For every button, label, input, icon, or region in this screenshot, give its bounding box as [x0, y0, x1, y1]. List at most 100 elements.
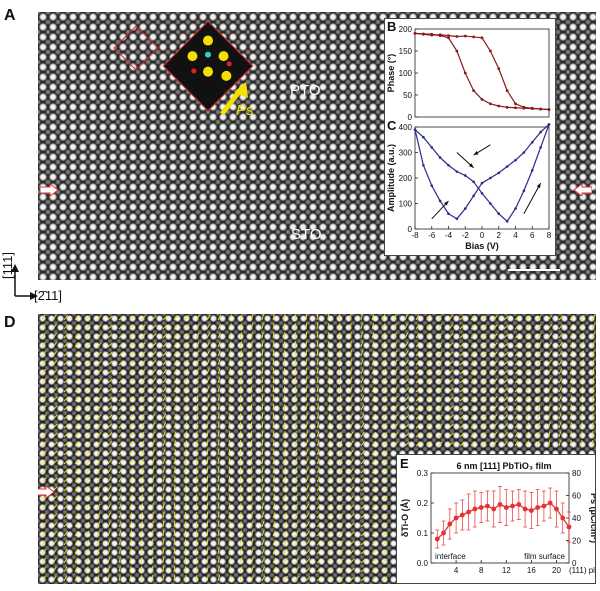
amplitude-point — [547, 123, 551, 126]
polar-arrow — [173, 520, 176, 528]
polar-arrow — [206, 431, 209, 438]
polar-arrow — [261, 376, 264, 384]
polar-arrow — [448, 441, 454, 447]
polar-arrow — [437, 414, 443, 420]
polar-arrow — [250, 503, 253, 510]
polar-arrow — [239, 475, 242, 483]
polar-arrow — [184, 493, 187, 501]
polar-arrow — [52, 486, 58, 492]
ytick-label-c: 400 — [399, 123, 413, 132]
polar-arrow — [151, 538, 154, 546]
polar-arrow — [437, 432, 443, 438]
ps-arrow-icon — [220, 82, 248, 116]
polar-arrow — [239, 557, 243, 564]
polar-arrow — [261, 476, 264, 483]
polar-arrow — [547, 440, 551, 447]
polar-arrow — [338, 395, 342, 402]
polar-arrow — [294, 440, 297, 447]
polar-arrow — [195, 484, 198, 492]
polar-arrow — [96, 351, 102, 357]
polar-arrow — [228, 412, 231, 420]
polar-arrow — [393, 423, 399, 429]
polar-arrow — [85, 387, 91, 393]
polar-arrow — [261, 314, 265, 321]
polar-arrow — [118, 494, 123, 501]
polar-arrow — [140, 413, 145, 420]
polar-arrow — [41, 522, 47, 528]
polar-arrow — [305, 314, 308, 321]
polar-arrow — [151, 565, 154, 573]
polar-arrow — [558, 359, 563, 366]
polar-arrow — [151, 333, 157, 339]
polar-arrow — [239, 566, 243, 573]
polar-arrow — [151, 324, 157, 330]
polar-arrow — [206, 368, 210, 375]
polar-arrow — [514, 422, 519, 429]
polar-arrow — [294, 394, 297, 402]
polar-arrow — [151, 556, 154, 564]
polar-arrow — [129, 512, 133, 519]
polar-arrow — [547, 377, 552, 384]
amplitude-point — [522, 189, 526, 193]
polar-arrow — [74, 495, 80, 501]
polar-arrow — [52, 396, 58, 402]
polar-arrow — [74, 432, 80, 438]
polar-arrow — [294, 539, 299, 546]
polar-arrow — [591, 386, 595, 393]
polar-arrow — [338, 558, 344, 564]
profile-point — [547, 500, 553, 506]
xtick-label-e: 20 — [552, 566, 561, 575]
polar-arrow — [140, 530, 143, 537]
polar-arrow — [228, 439, 231, 447]
polar-arrow — [206, 493, 209, 501]
polar-arrow — [63, 468, 69, 474]
polar-arrow — [173, 458, 177, 465]
polar-arrow — [569, 395, 573, 402]
polar-arrow — [195, 520, 198, 528]
polar-arrow — [327, 322, 330, 330]
polar-arrow — [140, 387, 146, 393]
polar-arrow — [96, 494, 101, 501]
polar-arrow — [327, 531, 333, 537]
polar-arrow — [151, 431, 156, 438]
polar-arrow — [338, 386, 342, 393]
polar-arrow — [580, 404, 584, 411]
polar-arrow — [107, 432, 113, 438]
polar-arrow — [514, 440, 519, 447]
polar-arrow — [118, 485, 123, 492]
polar-arrow — [503, 369, 509, 375]
polar-arrow — [569, 422, 573, 429]
polar-arrow — [118, 423, 124, 429]
polar-arrow — [151, 494, 155, 501]
polar-arrow — [173, 547, 176, 555]
polar-arrow — [382, 323, 386, 330]
polar-arrow — [228, 386, 231, 393]
polar-arrow — [591, 439, 594, 447]
polar-arrow — [415, 441, 421, 447]
polar-arrow — [404, 359, 409, 366]
polar-arrow — [74, 477, 80, 483]
polar-arrow — [96, 485, 101, 492]
polar-arrow — [228, 539, 231, 546]
polar-arrow — [129, 369, 135, 375]
polar-arrow — [569, 431, 572, 438]
phase-point — [514, 106, 517, 110]
polar-arrow — [217, 323, 222, 330]
polar-arrow — [261, 530, 265, 537]
polar-arrow — [316, 440, 320, 447]
polar-arrow — [591, 413, 594, 420]
polar-arrow — [272, 403, 275, 411]
polar-arrow — [118, 476, 123, 483]
polar-arrow — [349, 476, 355, 483]
polar-arrow — [118, 539, 122, 546]
polar-arrow — [239, 386, 242, 393]
polar-arrow — [217, 413, 220, 420]
polar-arrow — [261, 412, 264, 420]
polar-arrow — [173, 386, 178, 393]
polar-arrow — [239, 539, 243, 546]
polar-arrow — [52, 566, 57, 573]
polar-arrow — [591, 332, 596, 339]
polar-arrow — [272, 539, 277, 546]
polar-arrow — [283, 449, 286, 456]
polar-arrow — [525, 413, 530, 420]
